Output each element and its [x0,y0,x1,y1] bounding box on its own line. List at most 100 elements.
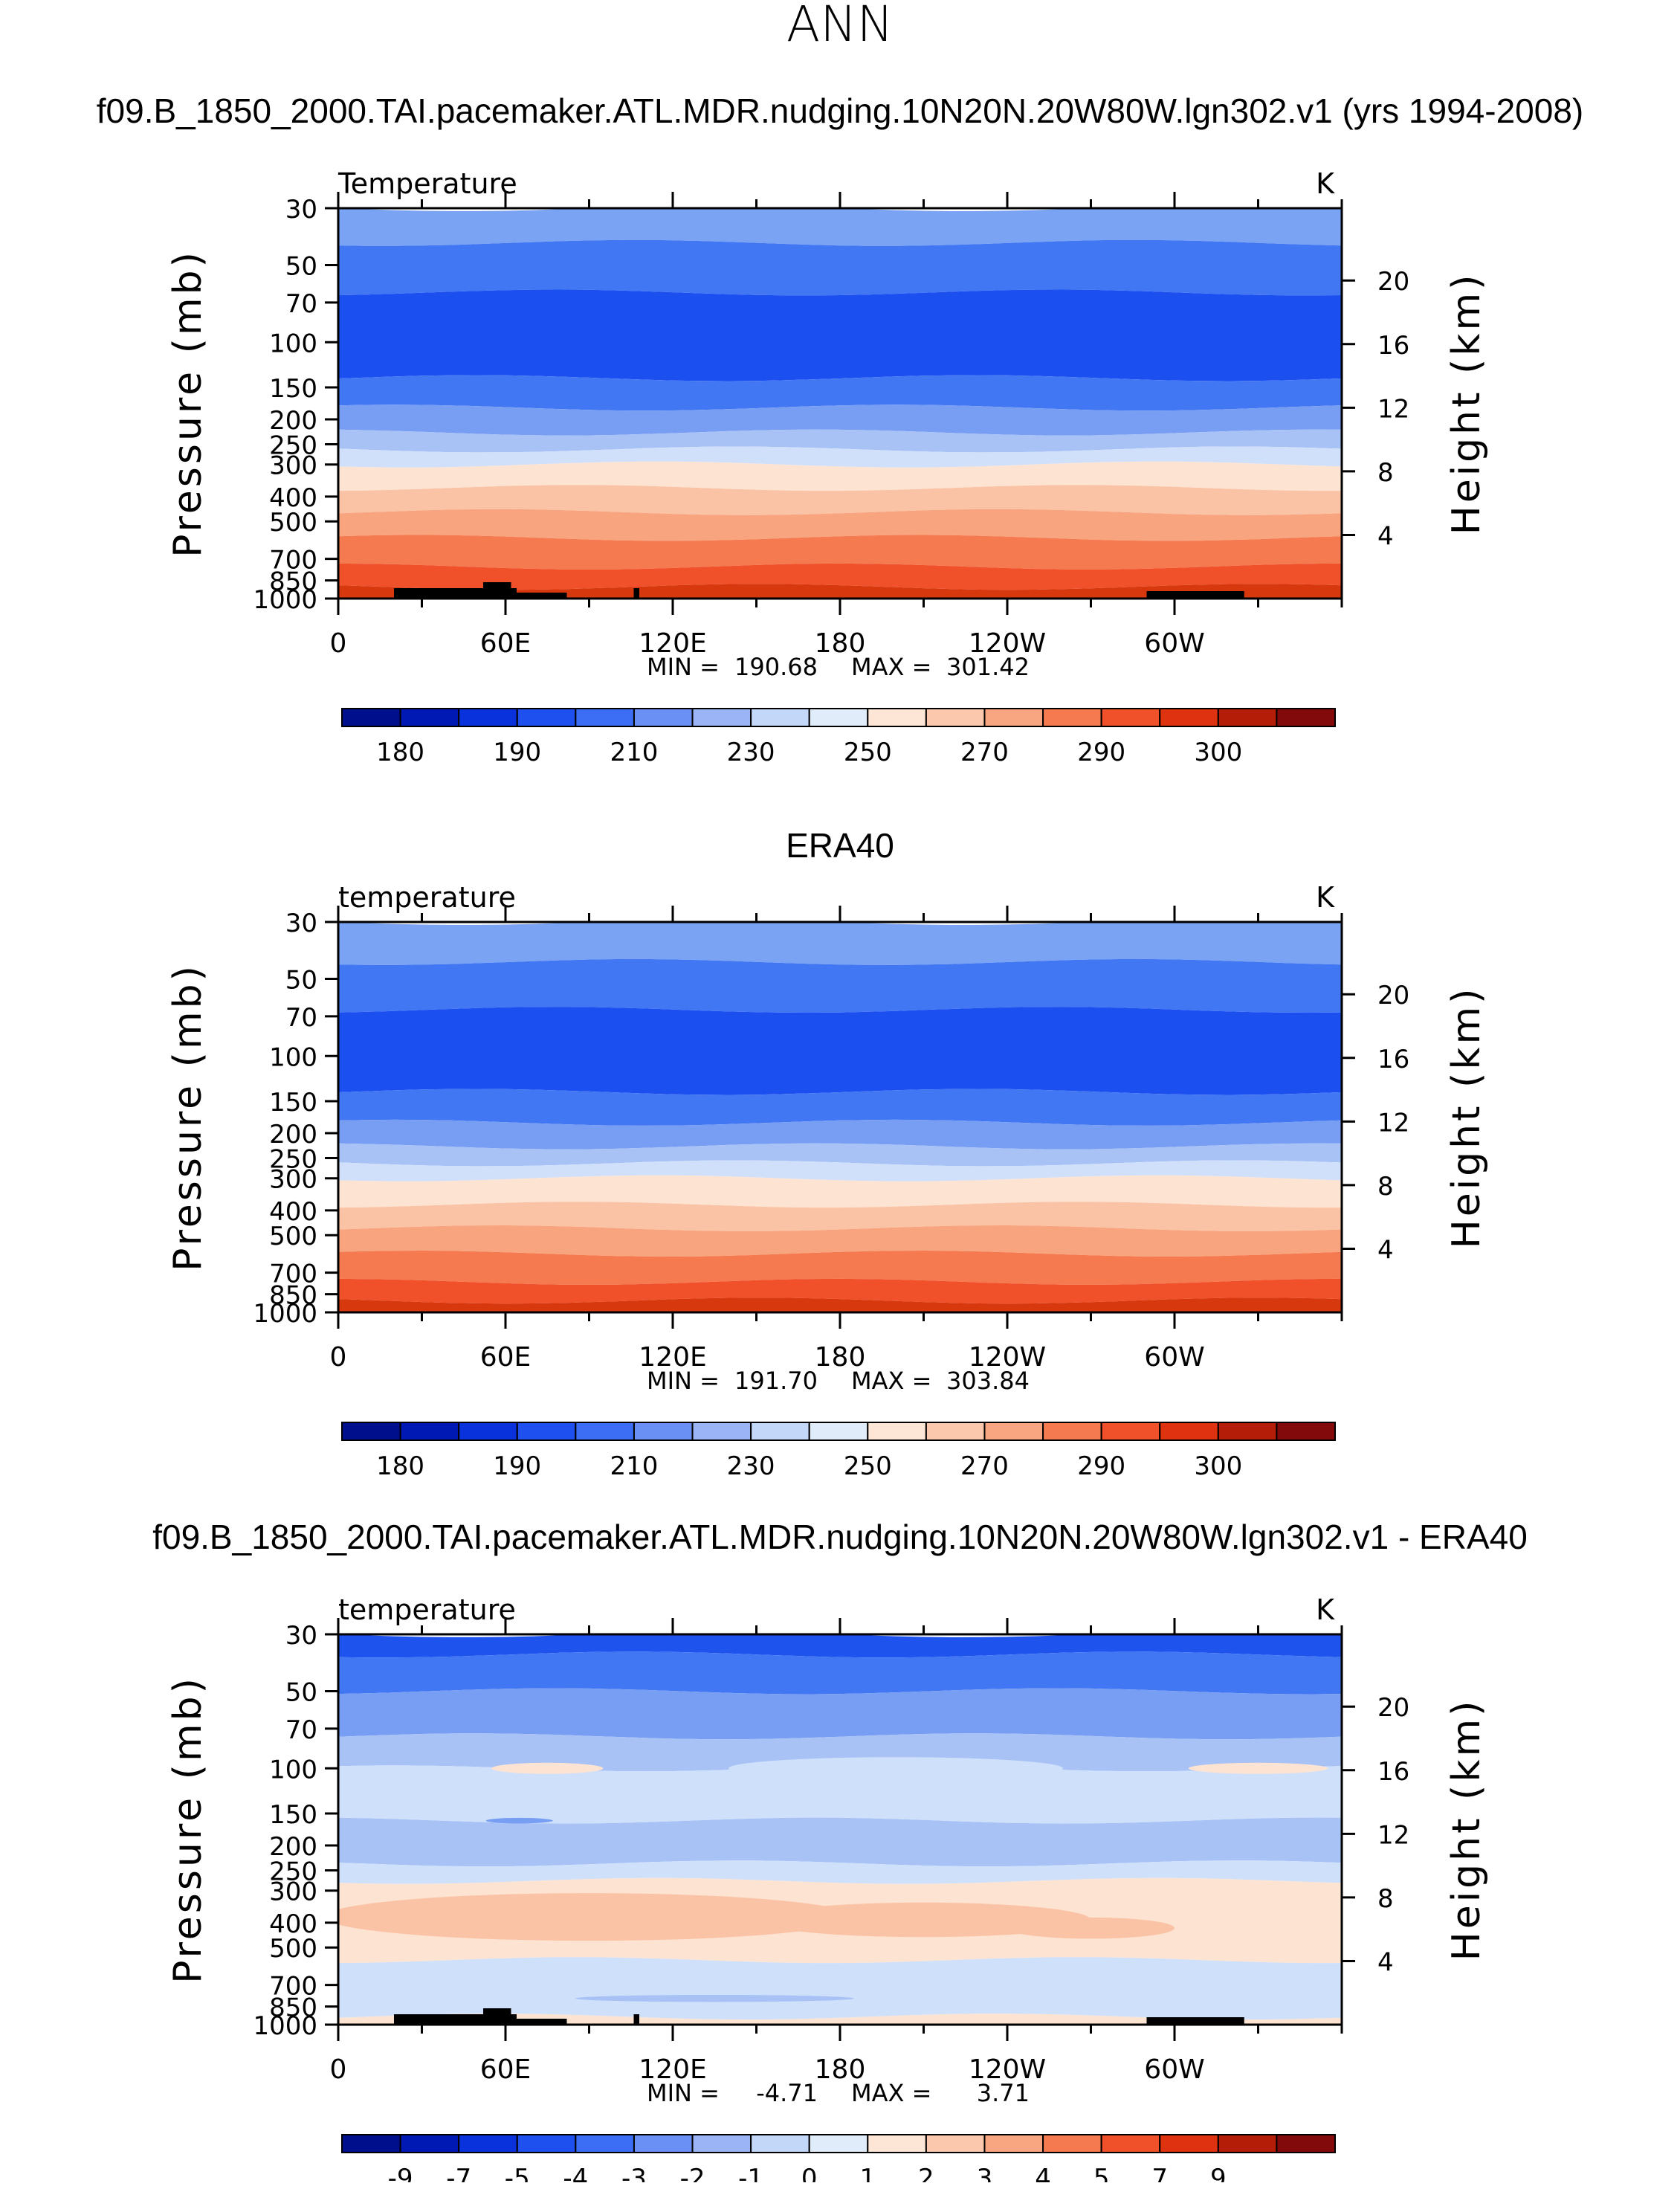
y2-tick-label: 20 [1377,981,1409,1010]
y2-tick-label: 20 [1377,267,1409,297]
contour-band [338,1175,1342,1208]
x-tick-label: 0 [330,1342,347,1373]
x-tick-label: 120W [969,2054,1046,2085]
variable-label: temperature [338,881,516,914]
colorbar-label: 210 [610,1451,658,1481]
contour-band [338,958,1342,1013]
colorbar-label: -9 [388,2164,413,2182]
topography-mask [483,2008,511,2025]
topography-mask [1146,2017,1244,2025]
contour-band [338,1089,1342,1126]
colorbar-label: 180 [376,1451,424,1481]
max-value: 3.71 [977,2079,1030,2107]
x-tick-label: 60E [480,2054,532,2085]
contour-band [338,584,1342,599]
contour-band [338,1278,1342,1304]
contour-band [338,563,1342,590]
colorbar-swatch [808,708,869,727]
colorbar-swatch [983,1422,1044,1441]
y-tick-label: 850 [269,1281,317,1311]
contour-band [338,1251,1342,1285]
colorbar-swatch [1217,708,1278,727]
colorbar-swatch [633,1422,694,1441]
colorbar-swatch [867,1422,927,1441]
colorbar-swatch [983,2134,1044,2153]
y-tick-label: 1000 [253,1299,317,1329]
min-value: -4.71 [756,2079,818,2107]
y-tick-label: 500 [269,1222,317,1251]
contour-band [338,446,1342,468]
colorbar-swatch [750,708,810,727]
contour-band [338,2013,1342,2025]
y2-tick-label: 8 [1377,1172,1394,1202]
y-tick-label: 70 [285,1003,317,1033]
colorbar-swatch [1217,1422,1278,1441]
colorbar-label: 290 [1077,1451,1125,1481]
y2-tick-label: 16 [1377,1045,1409,1074]
y-tick-label: 100 [269,1755,317,1784]
contour-region [1188,1762,1328,1774]
colorbar-swatch [1042,708,1102,727]
contour-region [1007,1917,1175,1939]
plot-area [338,922,1342,1312]
contour-band [338,375,1342,411]
colorbar-swatch [750,1422,810,1441]
y-tick-label: 30 [285,1621,317,1651]
colorbar-swatch [1276,708,1336,727]
contour-band [338,1733,1342,1772]
contour-band [338,1225,1342,1257]
colorbar-swatch [867,2134,927,2153]
y-tick-label: 70 [285,1715,317,1745]
colorbar-swatch [691,2134,752,2153]
contour-band [338,1007,1342,1095]
colorbar-label: -3 [621,2164,647,2182]
y2-tick-label: 16 [1377,1757,1409,1787]
y-tick-label: 300 [269,451,317,481]
y2-tick-label: 12 [1377,394,1409,424]
panel-title: ERA40 [786,826,894,865]
y2-tick-label: 4 [1377,521,1394,551]
contour-band [338,289,1342,381]
y-tick-label: 1000 [253,2011,317,2041]
contour-band [338,1297,1342,1312]
topography-mask [517,2019,567,2025]
x-tick-label: 60W [1144,628,1204,659]
x-tick-label: 60W [1144,1342,1204,1373]
figure-title: ANN [786,0,894,53]
contour-band [338,404,1342,436]
colorbar-label: 1 [859,2164,876,2182]
plot-area [338,1634,1342,2025]
x-tick-label: 0 [330,2054,347,2085]
y-tick-label: 700 [269,546,317,575]
contour-region [728,1757,1063,1780]
min-label: MIN = [647,2079,720,2107]
colorbar-label: 300 [1194,738,1242,767]
colorbar-swatch [633,2134,694,2153]
y-tick-label: 500 [269,1934,317,1964]
contour-band [338,1688,1342,1740]
y-tick-label: 1000 [253,585,317,615]
x-tick-label: 120E [639,2054,706,2085]
y-tick-label: 30 [285,909,317,938]
y2-axis-title: Height (km) [1444,986,1489,1249]
contour-region [575,1994,854,2002]
contour-band [338,1765,1342,1824]
colorbar-label: -7 [446,2164,471,2182]
colorbar-label: 210 [610,738,658,767]
min-value: 190.68 [734,653,818,681]
units-label: K [1316,167,1335,200]
chart-panel-1: f09.B_1850_2000.TAI.pacemaker.ATL.MDR.nu… [97,91,1583,767]
x-tick-label: 60W [1144,2054,1204,2085]
y-tick-label: 100 [269,329,317,358]
y-tick-label: 50 [285,965,317,995]
colorbar-swatch [399,1422,460,1441]
colorbar-label: -4 [563,2164,588,2182]
colorbar-label: 4 [1035,2164,1051,2182]
colorbar-swatch [458,708,518,727]
units-label: K [1316,1593,1335,1626]
y-tick-label: 150 [269,374,317,404]
colorbar-swatch [516,2134,577,2153]
colorbar-swatch [1276,1422,1336,1441]
colorbar-label: 250 [844,1451,892,1481]
